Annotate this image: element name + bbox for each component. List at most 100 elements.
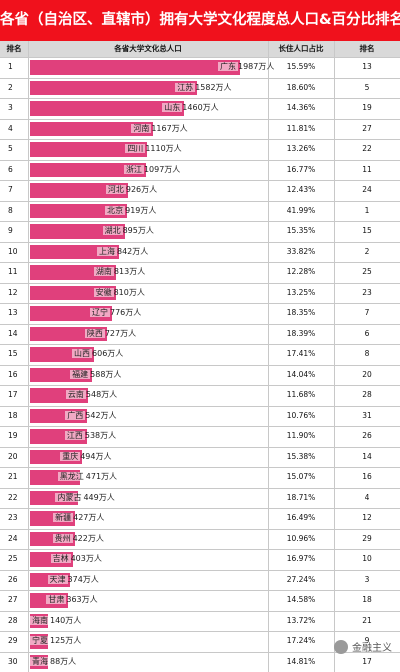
province-label: 辽宁 [90,308,110,317]
bar [30,101,185,116]
ratio-cell: 15.38% [286,451,316,461]
rank-cell: 10 [8,246,18,256]
table-row: 25 吉林 403万人 16.97% 10 [0,549,400,570]
ratio-cell: 14.04% [286,369,316,379]
rank-cell: 22 [8,492,18,502]
table-row: 20 重庆 494万人 15.38% 14 [0,447,400,468]
bar [30,224,125,239]
rank-cell: 18 [8,410,18,420]
province-label: 河北 [105,185,126,194]
ratio-rank-cell: 2 [364,246,370,256]
value-label: 125万人 [50,636,82,645]
rank-cell: 2 [8,82,13,92]
bar [30,203,128,218]
province-label: 天津 [47,574,68,584]
grid-line [0,200,400,202]
table-row: 15 山西 606万人 17.41% 8 [0,344,400,365]
rank-cell: 29 [8,636,18,645]
grid-line [0,651,400,653]
province-label: 甘肃 [46,595,67,604]
rank-cell: 15 [8,349,18,358]
bar [30,162,146,177]
ratio-cell: 14.58% [286,595,316,604]
grid-line [0,77,400,79]
bar-label: 新疆 427万人 [53,508,104,529]
ratio-cell: 13.26% [286,144,316,153]
ratio-cell: 14.81% [286,656,316,666]
bar [30,183,128,198]
bar-label: 北京 919万人 [105,201,156,222]
ratio-cell: 18.71% [286,492,316,502]
ratio-rank-cell: 4 [364,492,370,502]
value-label: 813万人 [113,267,146,276]
rank-cell: 9 [8,226,13,235]
grid-line [0,303,400,304]
ratio-rank-cell: 16 [362,472,372,481]
ratio-rank-cell: 13 [362,62,372,71]
grid-line [0,385,400,386]
grid-line [0,180,400,181]
table-row: 9 湖北 895万人 15.35% 15 [0,221,400,242]
value-label: 810万人 [113,287,145,297]
bar-label: 福建 588万人 [70,365,121,386]
ratio-cell: 18.35% [286,308,316,317]
ratio-cell: 10.96% [286,533,316,543]
rank-cell: 25 [8,554,18,563]
bar-label: 湖南 813万人 [93,262,146,283]
bar-label: 宁夏 125万人 [30,631,81,652]
ratio-rank-cell: 11 [362,164,372,174]
province-label: 浙江 [123,164,144,174]
grid-line [0,549,400,550]
grid-line [0,241,400,243]
ratio-rank-cell: 26 [362,431,372,440]
value-label: 919万人 [125,205,157,215]
rank-cell: 4 [8,123,13,133]
table-row: 26 天津 374万人 27.24% 3 [0,570,400,591]
ratio-rank-cell: 12 [362,513,372,522]
grid-line [0,569,400,571]
province-label: 山东 [162,103,183,112]
province-label: 江苏 [175,82,196,92]
grid-line [28,41,29,672]
value-label: 422万人 [72,533,104,543]
table-row: 29 宁夏 125万人 17.24% 9 [0,631,400,652]
ratio-rank-cell: 10 [362,554,372,563]
value-label: 1987万人 [238,62,275,71]
watermark-text: 金融主义 [352,643,392,654]
header-rank: 排名 [0,41,28,57]
table-row: 4 河南 1167万人 11.81% 27 [0,119,400,140]
province-label: 福建 [70,369,91,379]
grid-line [334,41,335,672]
ratio-cell: 16.97% [286,554,316,563]
table-row: 11 湖南 813万人 12.28% 25 [0,262,400,283]
ratio-cell: 14.36% [286,103,316,112]
rank-cell: 3 [8,103,13,112]
bar-label: 四川 1110万人 [125,139,182,160]
rank-cell: 1 [8,62,13,71]
province-label: 青海 [30,656,50,666]
ratio-rank-cell: 22 [362,144,372,153]
bar-label: 吉林 403万人 [50,549,102,570]
table-row: 6 浙江 1097万人 16.77% 11 [0,160,400,181]
ratio-cell: 13.25% [286,287,316,297]
value-label: 548万人 [85,390,118,399]
bar-label: 山东 1460万人 [162,98,219,119]
rank-cell: 12 [8,287,18,297]
province-label: 内蒙古 [55,492,84,502]
table-row: 30 青海 88万人 14.81% 17 [0,652,400,672]
ratio-cell: 12.43% [286,185,316,194]
table-row: 3 山东 1460万人 14.36% 19 [0,98,400,119]
ratio-rank-cell: 15 [362,226,372,235]
value-label: 1460万人 [182,103,219,112]
wechat-icon [334,639,348,654]
rank-cell: 6 [8,164,13,174]
grid-line [0,344,400,345]
value-label: 1167万人 [151,123,188,133]
bar-label: 广东 1987万人 [218,57,274,78]
rank-cell: 17 [8,390,18,399]
value-label: 88万人 [50,656,77,666]
province-label: 宁夏 [30,636,50,645]
value-label: 727万人 [104,328,137,338]
ratio-rank-cell: 29 [362,533,372,543]
table-row: 18 广西 542万人 10.76% 31 [0,406,400,427]
